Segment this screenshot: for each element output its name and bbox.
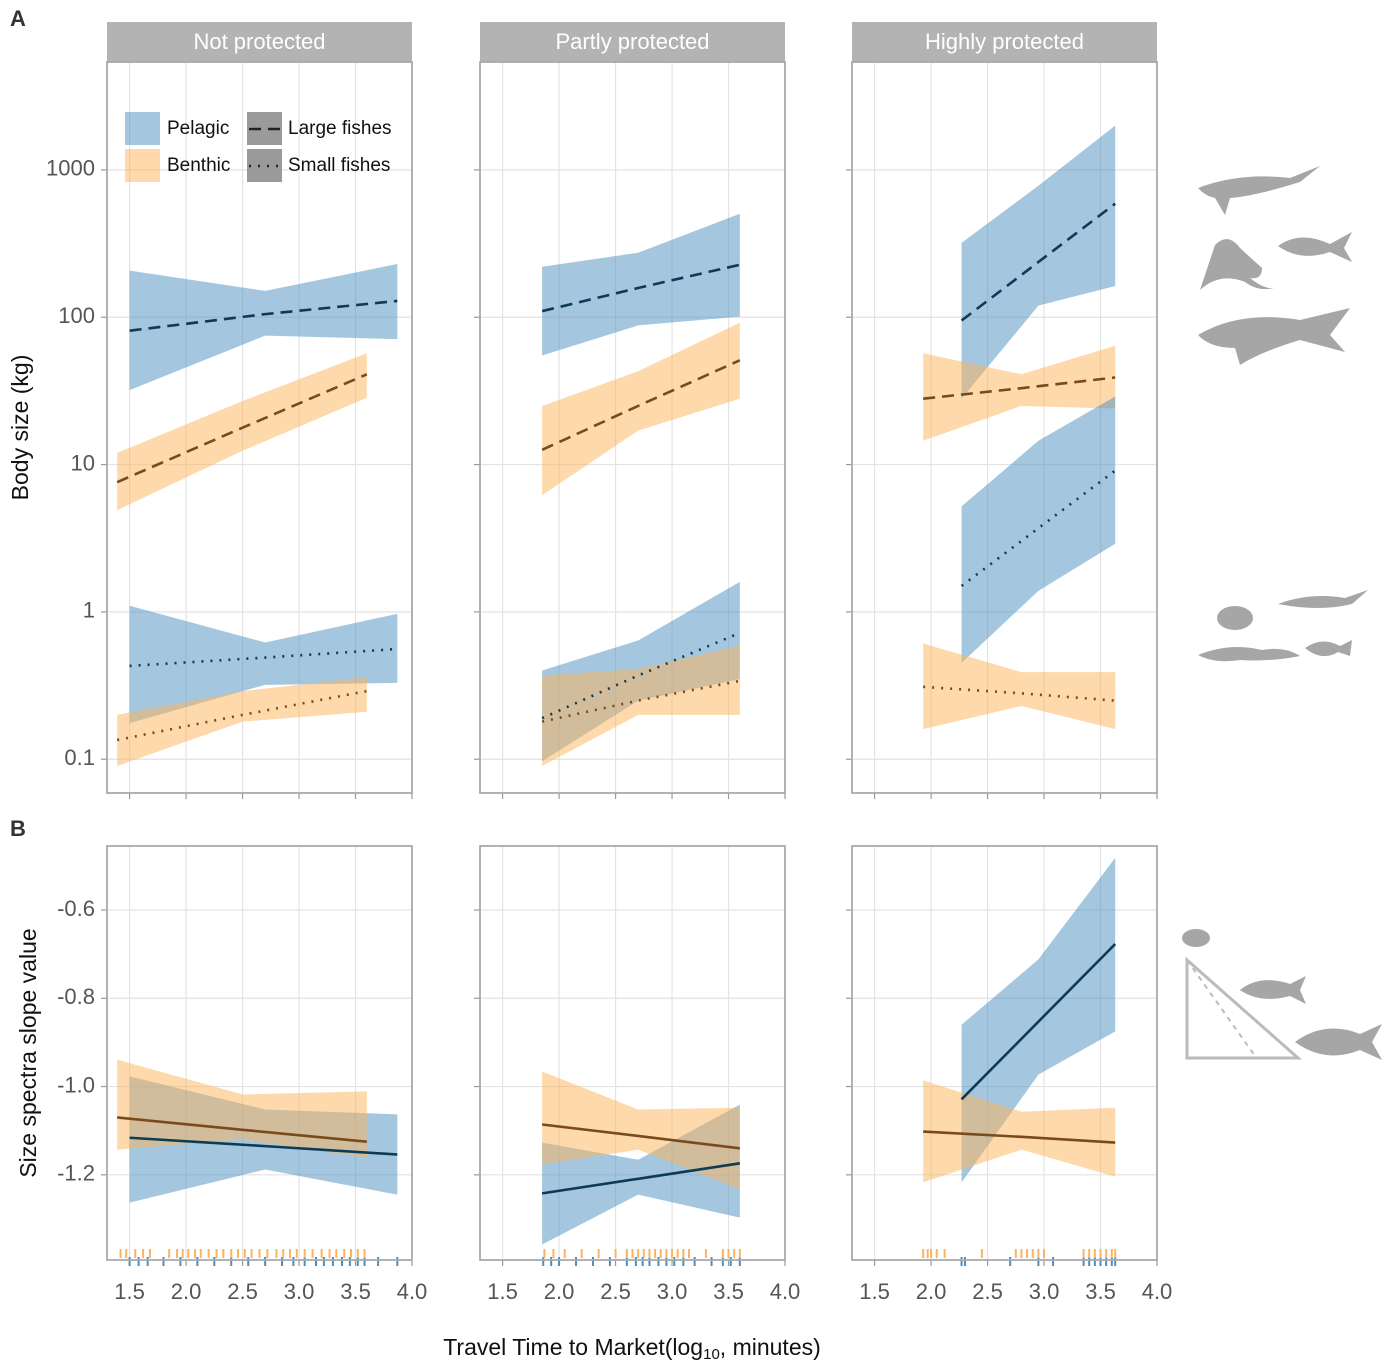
eel-icon	[1198, 647, 1300, 661]
y-tick-label: 0.1	[64, 745, 95, 770]
x-axis-title-text: Travel Time to Market(log	[443, 1334, 703, 1360]
tuna-icon	[1278, 232, 1352, 262]
fish-icons	[1182, 166, 1382, 1060]
x-tick-label: 2.5	[227, 1279, 258, 1304]
ray-icon	[1200, 239, 1275, 290]
x-tick-label: 3.0	[284, 1279, 315, 1304]
x-tick-label: 2.0	[544, 1279, 575, 1304]
x-tick-label: 3.5	[340, 1279, 371, 1304]
x-tick-label: 2.5	[600, 1279, 631, 1304]
y-axis-title: Body size (kg)	[7, 355, 33, 501]
y-axis-title: Size spectra slope value	[15, 928, 41, 1177]
x-tick-label: 4.0	[397, 1279, 428, 1304]
x-tick-label: 2.5	[972, 1279, 1003, 1304]
facet-title: Partly protected	[555, 29, 709, 54]
x-tick-label: 4.0	[770, 1279, 801, 1304]
x-tick-label: 3.5	[713, 1279, 744, 1304]
y-tick-label: 1000	[46, 156, 95, 181]
triangle-dash	[1187, 960, 1255, 1056]
confidence-band	[962, 396, 1116, 663]
x-axis-title: Travel Time to Market(log10, minutes)	[443, 1334, 821, 1363]
legend-key	[125, 149, 160, 182]
panel-label: B	[10, 816, 26, 841]
slope-fish-icon	[1240, 976, 1306, 1004]
y-tick-label: -1.0	[57, 1072, 95, 1097]
panel-row: B Size spectra slope value 1.5 2.0 2.5 3.0 3.5…	[10, 816, 1172, 1363]
x-axis-title-suffix: , minutes)	[720, 1334, 821, 1360]
y-tick-label: -1.2	[57, 1161, 95, 1186]
small-fish-icon	[1217, 606, 1253, 630]
confidence-band	[542, 214, 740, 356]
facet-title: Not protected	[193, 29, 325, 54]
figure: A Body size (kg) Not protected 0.1 1 10 100 100…	[0, 0, 1391, 1364]
x-tick-label: 3.5	[1085, 1279, 1116, 1304]
slope-fish-icon	[1182, 929, 1210, 947]
confidence-band	[542, 323, 740, 496]
y-tick-label: 10	[71, 450, 95, 475]
panel-label: A	[10, 6, 26, 31]
confidence-band	[923, 644, 1115, 730]
x-tick-label: 1.5	[859, 1279, 890, 1304]
panel-row: A Body size (kg) Not protected 0.1 1 10 100 100…	[7, 6, 1157, 799]
slope-fish-icon	[1295, 1024, 1382, 1060]
y-tick-label: 100	[58, 303, 95, 328]
x-tick-label: 2.0	[916, 1279, 947, 1304]
legend-label: Small fishes	[288, 155, 390, 176]
x-tick-label: 3.0	[657, 1279, 688, 1304]
triangle-icon	[1187, 960, 1298, 1058]
whaleshark-icon	[1198, 308, 1350, 365]
x-tick-label: 4.0	[1142, 1279, 1173, 1304]
facet-title: Highly protected	[925, 29, 1084, 54]
y-tick-label: 1	[83, 598, 95, 623]
x-tick-label: 1.5	[114, 1279, 145, 1304]
panel-border	[107, 846, 412, 1260]
small-shark-icon	[1278, 590, 1368, 608]
legend-label: Large fishes	[288, 118, 392, 139]
y-tick-label: -0.6	[57, 896, 95, 921]
x-tick-label: 3.0	[1029, 1279, 1060, 1304]
y-tick-label: -0.8	[57, 984, 95, 1009]
slope-triangle	[1187, 960, 1298, 1058]
legend-key	[125, 112, 160, 145]
reef-fish-icon	[1305, 640, 1352, 656]
legend-label: Pelagic	[167, 118, 229, 139]
legend-label: Benthic	[167, 155, 230, 176]
x-tick-label: 1.5	[487, 1279, 518, 1304]
shark-icon	[1198, 166, 1320, 215]
x-tick-label: 2.0	[171, 1279, 202, 1304]
x-axis-title-subscript: 10	[703, 1346, 720, 1363]
